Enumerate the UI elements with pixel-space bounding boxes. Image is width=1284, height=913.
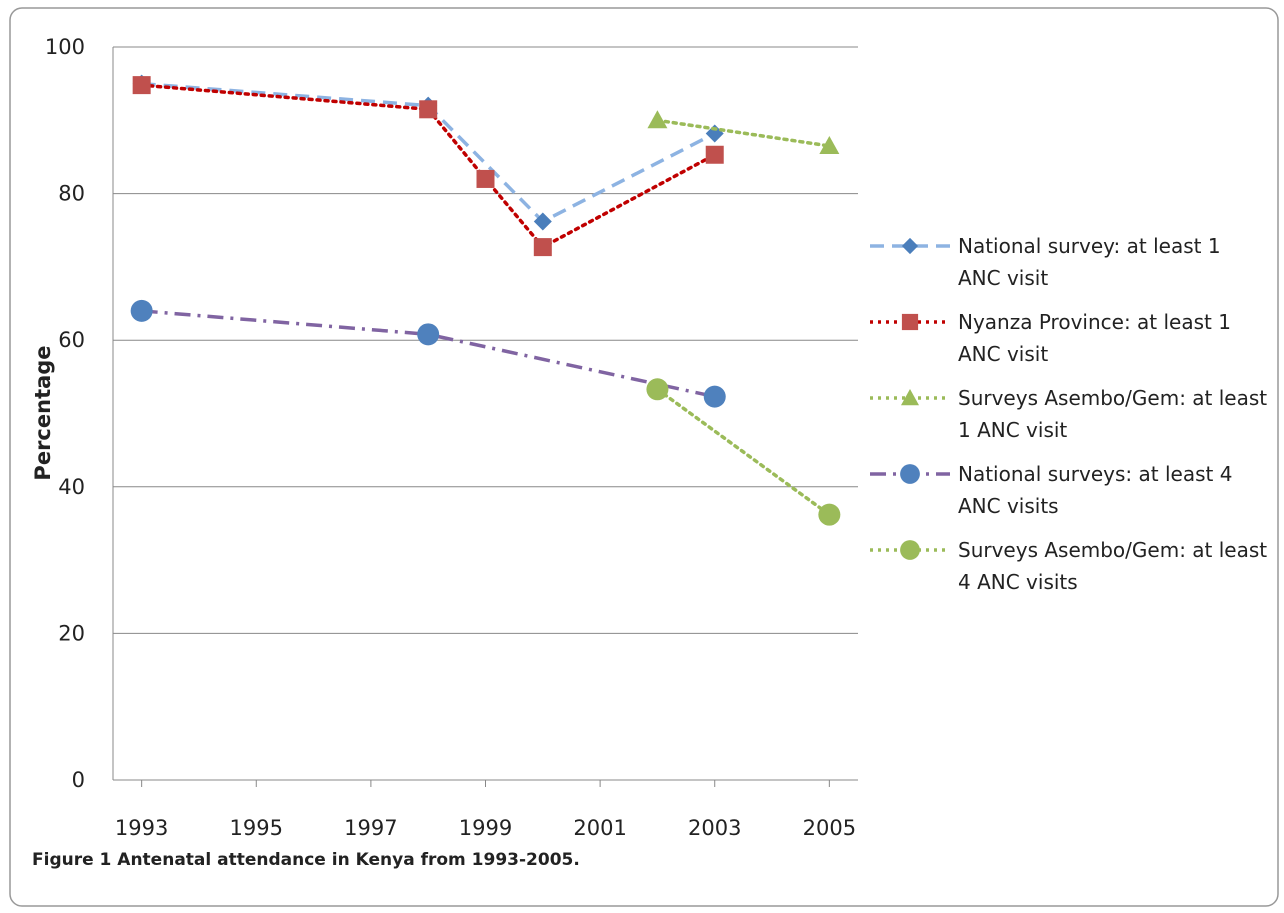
x-tick-label: 1995: [230, 816, 283, 840]
legend-item: National surveys: at least 4 ANC visits: [868, 458, 1268, 522]
x-tick-label: 2003: [688, 816, 741, 840]
legend-item: Surveys Asembo/Gem: at least 4 ANC visit…: [868, 534, 1268, 598]
legend-item: National survey: at least 1 ANC visit: [868, 230, 1268, 294]
marker: [819, 135, 840, 154]
marker: [901, 237, 919, 255]
marker: [130, 299, 153, 322]
legend-label: National survey: at least 1 ANC visit: [958, 234, 1221, 290]
y-tick-label: 40: [58, 475, 85, 499]
legend-label: National surveys: at least 4 ANC visits: [958, 462, 1233, 518]
frame: [9, 7, 1279, 907]
y-tick-label: 60: [58, 328, 85, 352]
marker: [818, 503, 841, 526]
marker: [533, 212, 552, 231]
x-tick-label: 1999: [459, 816, 512, 840]
legend-swatch: [870, 389, 950, 406]
x-tick-label: 2005: [803, 816, 856, 840]
caption-text: Antenatal attendance in Kenya from 1993-…: [117, 850, 580, 870]
series-line: [655, 387, 832, 517]
marker: [900, 540, 920, 560]
marker: [132, 76, 151, 95]
caption-label: Figure 1: [32, 850, 112, 870]
legend-label: Nyanza Province: at least 1 ANC visit: [958, 310, 1231, 366]
marker: [419, 100, 438, 119]
marker: [703, 385, 726, 408]
x-tick-label: 2001: [573, 816, 626, 840]
marker: [901, 313, 919, 331]
y-tick-label: 100: [45, 35, 85, 59]
marker: [900, 464, 920, 484]
x-tick-label: 1993: [115, 816, 168, 840]
legend: National survey: at least 1 ANC visit Nya…: [868, 230, 1268, 610]
legend-item: Surveys Asembo/Gem: at least 1 ANC visit: [868, 382, 1268, 446]
marker: [417, 323, 440, 346]
marker: [705, 145, 724, 164]
x-tick-label: 1997: [344, 816, 397, 840]
legend-item: Nyanza Province: at least 1 ANC visit: [868, 306, 1268, 370]
marker: [647, 110, 668, 129]
marker: [476, 169, 495, 188]
y-tick-label: 80: [58, 182, 85, 206]
legend-label: Surveys Asembo/Gem: at least 4 ANC visit…: [958, 538, 1268, 594]
y-tick-label: 0: [72, 768, 85, 792]
y-tick-label: 20: [58, 621, 85, 645]
legend-swatch: [870, 313, 950, 331]
legend-swatch: [870, 464, 950, 484]
series-line: [141, 81, 716, 224]
legend-label: Surveys Asembo/Gem: at least 1 ANC visit: [958, 386, 1268, 442]
series-line: [655, 118, 832, 148]
marker: [646, 378, 669, 401]
marker: [533, 238, 552, 257]
marker: [901, 389, 919, 406]
caption: Figure 1 Antenatal attendance in Kenya f…: [32, 850, 580, 870]
legend-swatch: [870, 540, 950, 560]
y-axis-label: Percentage: [31, 345, 55, 480]
legend-swatch: [870, 237, 950, 255]
